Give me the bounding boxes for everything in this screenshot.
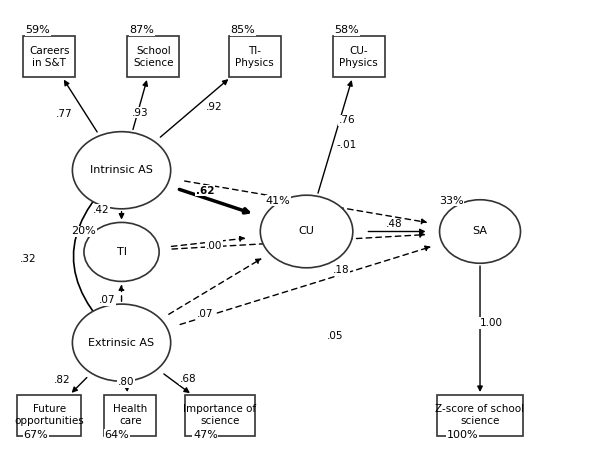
- FancyBboxPatch shape: [333, 37, 385, 77]
- FancyArrowPatch shape: [160, 80, 227, 137]
- Text: .42: .42: [93, 205, 110, 215]
- Text: -.01: -.01: [337, 140, 357, 150]
- FancyArrowPatch shape: [368, 229, 424, 234]
- FancyArrowPatch shape: [185, 181, 426, 224]
- FancyBboxPatch shape: [228, 37, 280, 77]
- Text: .32: .32: [19, 254, 36, 264]
- FancyArrowPatch shape: [124, 384, 129, 391]
- Text: .80: .80: [118, 377, 135, 387]
- Text: 67%: 67%: [24, 430, 48, 440]
- Text: 87%: 87%: [129, 25, 154, 36]
- FancyBboxPatch shape: [18, 395, 81, 436]
- Text: .82: .82: [54, 375, 71, 385]
- Text: 47%: 47%: [193, 430, 218, 440]
- Text: Importance of
science: Importance of science: [183, 405, 257, 426]
- Ellipse shape: [73, 304, 171, 381]
- FancyArrowPatch shape: [73, 174, 118, 339]
- Text: 41%: 41%: [266, 196, 290, 206]
- Text: SA: SA: [473, 226, 487, 237]
- Text: School
Science: School Science: [133, 46, 173, 68]
- FancyArrowPatch shape: [164, 374, 189, 392]
- Ellipse shape: [73, 131, 171, 209]
- Text: .93: .93: [132, 107, 148, 118]
- FancyArrowPatch shape: [478, 266, 482, 390]
- Text: .77: .77: [55, 108, 72, 119]
- Text: .07: .07: [197, 309, 214, 319]
- Text: 58%: 58%: [335, 25, 359, 36]
- Text: 64%: 64%: [104, 430, 129, 440]
- Text: TI-
Physics: TI- Physics: [235, 46, 274, 68]
- Text: .05: .05: [327, 331, 344, 341]
- Text: .62: .62: [196, 186, 215, 196]
- FancyArrowPatch shape: [318, 81, 352, 193]
- Ellipse shape: [440, 200, 520, 263]
- Text: 20%: 20%: [71, 226, 96, 237]
- FancyArrowPatch shape: [172, 233, 424, 249]
- Text: .68: .68: [180, 374, 196, 384]
- Text: Z-score of school
science: Z-score of school science: [435, 405, 525, 426]
- Text: .48: .48: [386, 219, 403, 229]
- FancyArrowPatch shape: [172, 237, 244, 246]
- FancyBboxPatch shape: [23, 37, 76, 77]
- FancyArrowPatch shape: [133, 81, 148, 130]
- Text: 1.00: 1.00: [480, 318, 503, 328]
- Text: CU-
Physics: CU- Physics: [339, 46, 378, 68]
- Text: 85%: 85%: [231, 25, 255, 36]
- Text: 100%: 100%: [447, 430, 478, 440]
- Text: Extrinsic AS: Extrinsic AS: [88, 338, 155, 348]
- FancyArrowPatch shape: [180, 246, 430, 325]
- Text: Intrinsic AS: Intrinsic AS: [90, 165, 153, 175]
- FancyArrowPatch shape: [179, 189, 248, 213]
- Text: Health
care: Health care: [113, 405, 148, 426]
- Text: TI: TI: [117, 247, 126, 257]
- FancyBboxPatch shape: [437, 395, 523, 436]
- Text: Careers
in S&T: Careers in S&T: [29, 46, 70, 68]
- Ellipse shape: [84, 222, 159, 282]
- Text: 33%: 33%: [439, 196, 463, 206]
- FancyArrowPatch shape: [169, 259, 261, 314]
- FancyArrowPatch shape: [64, 81, 97, 132]
- FancyArrowPatch shape: [119, 212, 124, 218]
- Text: 59%: 59%: [25, 25, 50, 36]
- FancyArrowPatch shape: [119, 286, 124, 301]
- Text: CU: CU: [299, 226, 314, 237]
- Ellipse shape: [260, 195, 353, 268]
- Text: .18: .18: [333, 265, 349, 275]
- Text: .76: .76: [339, 115, 355, 125]
- Text: Future
opportunities: Future opportunities: [14, 405, 84, 426]
- FancyBboxPatch shape: [127, 37, 179, 77]
- FancyArrowPatch shape: [73, 377, 87, 392]
- FancyBboxPatch shape: [185, 395, 254, 436]
- FancyBboxPatch shape: [104, 395, 156, 436]
- Text: .07: .07: [99, 295, 115, 306]
- Text: .92: .92: [206, 102, 222, 112]
- Text: .00: .00: [206, 241, 222, 251]
